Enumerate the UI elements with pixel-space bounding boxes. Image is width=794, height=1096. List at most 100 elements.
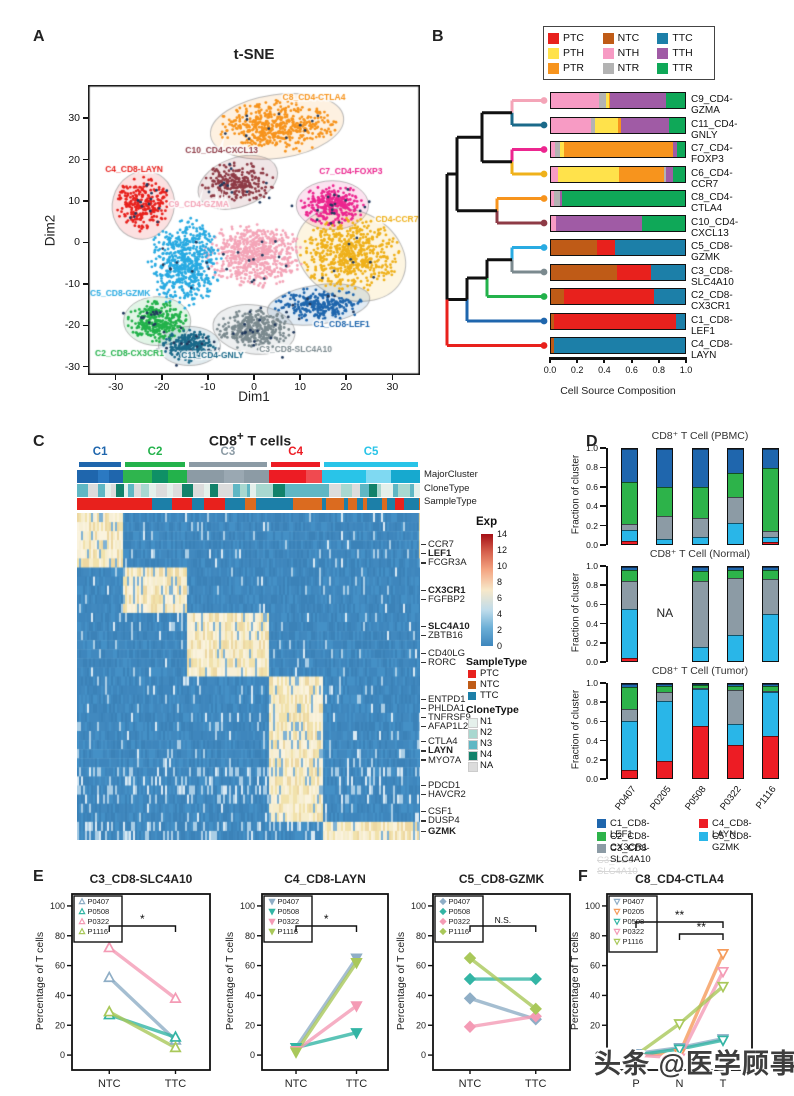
svg-text:P: P [632,1078,639,1090]
y-tick-label: 0.0 [586,657,598,667]
gene-label-FCGR3A: FCGR3A [428,557,467,569]
exp-tick-label: 4 [497,609,503,619]
f-title: C8_CD4-CTLA4 [635,872,724,886]
bar-segment-TTR [672,166,685,182]
sampletype-swatch [468,692,476,700]
bar-segment-C2 [762,685,778,691]
legend-swatch [548,32,559,44]
svg-text:P0322: P0322 [623,927,645,936]
annotation-seg [369,484,377,497]
bar-segment-NTR [555,142,561,157]
gene-tick [421,707,426,709]
svg-text:NTC: NTC [285,1078,308,1090]
y-tick-label: 0.0 [586,774,598,784]
bar-segment-C4 [657,761,673,778]
y-tick [600,622,606,625]
annotation-seg [340,484,353,497]
gene-tick [421,811,426,813]
annotation-seg [313,484,322,497]
y-tick-label: 20 [68,153,80,166]
y-tick [600,544,606,546]
svg-text:80: 80 [245,931,255,941]
legend-swatch [699,831,708,841]
bar-segment-C3 [657,692,673,701]
bar-segment-C2 [727,472,743,497]
y-tick [600,486,606,488]
annotation-seg [252,498,256,510]
annotation-seg [94,498,100,510]
annotation-seg [418,498,420,510]
annotation-seg [255,484,268,497]
bar-segment-PTH [560,142,565,157]
legend-item: NTC [602,32,656,44]
y-tick [600,778,606,780]
clonetype-swatch [468,718,478,728]
gene-tick [421,741,426,743]
cluster-label-C3: C3 [220,446,236,458]
annotation-seg [77,498,86,510]
y-tick-label: 0.0 [586,540,598,550]
bar-segment-TTR [668,117,685,133]
svg-text:NTC: NTC [459,1078,482,1090]
bar-row-label: C5_CD8-GZMK [691,241,733,263]
y-tick-label: 1.0 [586,678,598,688]
svg-text:P1116: P1116 [449,927,470,936]
gene-tick [421,725,426,728]
svg-text:60: 60 [416,961,426,971]
bar-segment-C4 [727,745,743,778]
bar-segment-C2 [622,569,638,582]
axis-tick-label: 0.2 [570,365,584,375]
bar-segment-C2 [692,684,708,688]
stacked-bar [761,683,779,779]
sampletype-swatch [468,670,476,678]
svg-text:P0205: P0205 [623,907,645,916]
legend-item: PTH [548,47,601,59]
y-tick-label: 10 [68,195,80,207]
annotation-seg [127,498,133,510]
legend-item: TTR [657,62,710,74]
gene-tick [421,598,426,600]
axis-tick [657,357,660,363]
svg-text:P0407: P0407 [278,897,300,906]
bar-segment-NTC [551,240,597,255]
majorcluster-seg [167,470,187,483]
svg-text:P0322: P0322 [449,917,471,926]
annotation-seg [376,484,382,497]
legend-swatch [602,47,614,59]
svg-text:80: 80 [590,931,600,941]
annotation-seg [414,484,420,497]
bar-segment-C3 [727,496,743,524]
cluster-bar-C3 [188,462,268,467]
annotation-seg [285,484,291,497]
bar-segment-NTC [551,264,617,280]
cluster-bar-C1 [79,462,122,467]
svg-text:T: T [720,1078,727,1090]
tsne-x-axis-label: Dim1 [238,389,270,404]
clonetype-swatch [468,762,478,772]
bar-row-label: C10_CD4-CXCL13 [691,216,739,239]
annotation-seg [233,484,241,497]
annotation-seg [382,498,388,510]
bar-segment-C5 [622,720,638,771]
svg-text:P0508: P0508 [449,907,471,916]
bar-segment-PTR [564,142,673,157]
svg-text:N.S.: N.S. [495,915,512,925]
bar-segment-TTH [609,93,667,108]
bar-segment-PTH [595,117,618,133]
panel-d-label: D [586,433,598,450]
gene-tick [421,635,426,637]
exp-legend-title: Exp [476,516,498,528]
legend-swatch [548,47,559,59]
exp-tick-label: 8 [497,577,503,587]
exp-tick-label: 14 [497,529,508,539]
y-tick [600,584,606,586]
svg-text:P0407: P0407 [623,897,645,906]
svg-text:40: 40 [590,990,600,1000]
legend-swatch [597,844,606,853]
cell-source-axis-label: Cell Source Composition [560,385,676,397]
svg-text:100: 100 [240,901,255,911]
svg-text:100: 100 [411,901,426,911]
bar-segment-TTR [642,215,685,231]
bar-segment-C5 [657,539,673,544]
